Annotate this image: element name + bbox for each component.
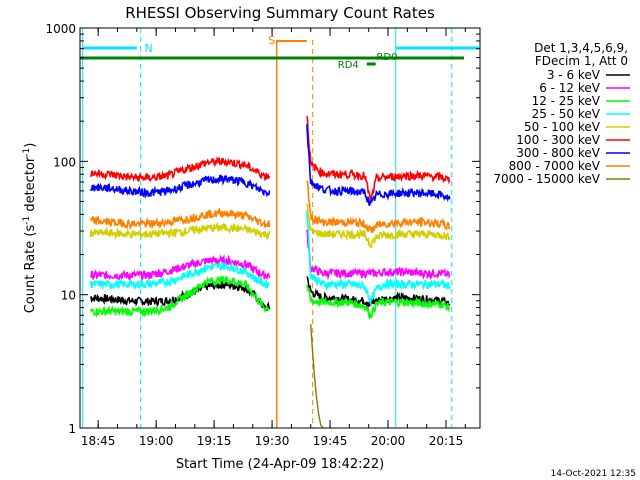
y-axis-label-part2: detector xyxy=(23,156,38,216)
series-3 xyxy=(89,210,451,305)
plot-frame xyxy=(79,27,481,429)
decim-label-1: RD0 xyxy=(376,52,397,63)
series-1 xyxy=(89,229,451,282)
y-axis-label: Count Rate (s-1 detector-1) xyxy=(22,143,38,314)
series-4 xyxy=(89,203,451,249)
series-5 xyxy=(89,116,451,204)
series-line xyxy=(89,210,451,305)
series-6 xyxy=(89,124,451,206)
chart-title: RHESSI Observing Summary Count Rates xyxy=(125,4,435,22)
legend-header-2: FDecim 1, Att 0 xyxy=(535,54,628,68)
series-line xyxy=(310,324,324,429)
x-tick-label: 20:00 xyxy=(371,434,406,448)
x-tick-label: 19:00 xyxy=(139,434,174,448)
saa-label: S xyxy=(268,34,275,47)
x-tick-label: 19:15 xyxy=(197,434,232,448)
y-tick-label: 1000 xyxy=(45,22,76,36)
series-line xyxy=(89,229,451,282)
legend-label: 300 - 800 keV xyxy=(516,146,600,160)
legend-label: 100 - 300 keV xyxy=(516,133,600,147)
legend-label: 12 - 25 keV xyxy=(532,94,601,108)
tick-layer: 18:45 19:00 19:15 19:30 19:45 20:00 20:15 1 10 10… xyxy=(45,22,480,448)
y-axis-label-part1: Count Rate (s xyxy=(23,225,38,314)
decim-label-2: RD4 xyxy=(338,60,359,71)
legend-label: 50 - 100 keV xyxy=(524,120,601,134)
y-axis-label-exp2: -1 xyxy=(22,148,32,157)
series-line xyxy=(89,180,451,234)
series-8 xyxy=(310,324,324,429)
x-tick-label: 20:15 xyxy=(429,434,464,448)
legend-label: 25 - 50 keV xyxy=(532,107,601,121)
legend-label: 6 - 12 keV xyxy=(539,81,601,95)
series-line xyxy=(89,124,451,206)
legend-label: 7000 - 15000 keV xyxy=(493,172,600,186)
y-axis-label-exp1: -1 xyxy=(22,216,32,225)
y-tick-label: 100 xyxy=(53,155,76,169)
x-tick-label: 19:45 xyxy=(313,434,348,448)
y-axis-label-part3: ) xyxy=(23,143,38,148)
series-2 xyxy=(89,275,451,320)
series-line xyxy=(89,203,451,249)
x-axis-title: Start Time (24-Apr-09 18:42:22) xyxy=(176,457,384,472)
series-line xyxy=(89,275,451,320)
series-7 xyxy=(89,180,451,234)
night-label: N xyxy=(145,42,153,55)
series-layer xyxy=(89,116,451,429)
series-line xyxy=(89,116,451,204)
legend-label: 800 - 7000 keV xyxy=(509,159,601,173)
x-tick-label: 18:45 xyxy=(81,434,116,448)
footer-timestamp: 14-Oct-2021 12:35 xyxy=(551,469,636,479)
x-tick-label: 19:30 xyxy=(255,434,290,448)
x-axis-label: Start Time (24-Apr-09 18:42:22) xyxy=(176,457,384,472)
legend: Det 1,3,4,5,6,9, FDecim 1, Att 0 3 - 6 k… xyxy=(493,41,630,186)
legend-header-1: Det 1,3,4,5,6,9, xyxy=(534,41,628,55)
y-tick-label: 10 xyxy=(61,289,76,303)
y-axis-title: Count Rate (s-1 detector-1) xyxy=(22,143,38,314)
legend-label: 3 - 6 keV xyxy=(547,68,601,82)
plot-area: N S RD0 RD4 18:45 19:00 19:15 19:30 19:45 20:00 2… xyxy=(45,22,481,448)
y-tick-label: 1 xyxy=(68,422,76,436)
overlay-layer: N S RD0 RD4 xyxy=(80,28,480,428)
